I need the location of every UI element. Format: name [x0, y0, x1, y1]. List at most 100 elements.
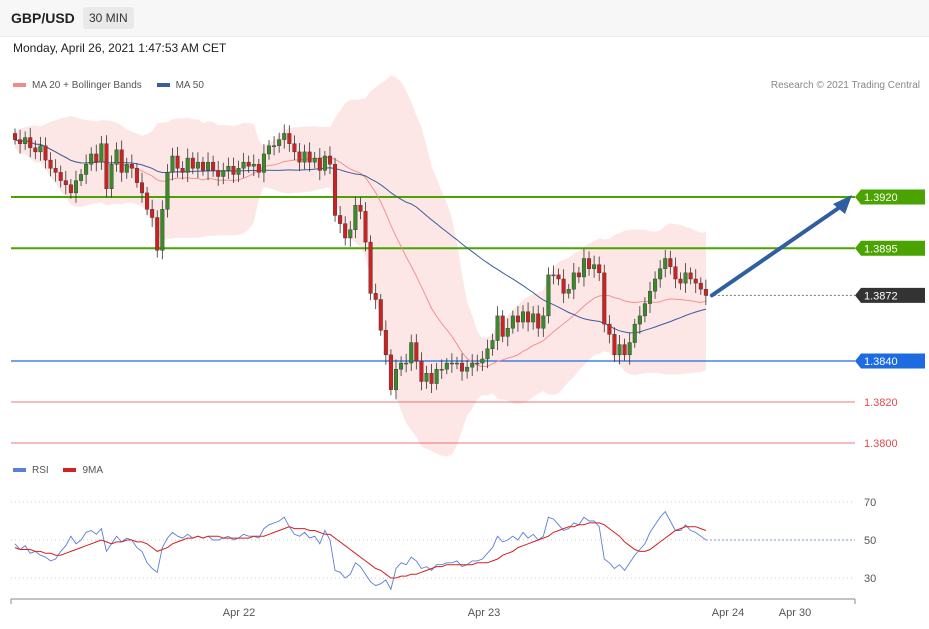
candle-body — [124, 163, 129, 173]
candle-body — [63, 180, 68, 185]
candle-body — [277, 139, 282, 146]
time-axis: Apr 22 Apr 23 Apr 24 Apr 30 — [10, 598, 856, 619]
candle-body — [292, 143, 297, 153]
candle-body — [541, 315, 546, 329]
legend-item-rsi: RSI — [13, 465, 49, 476]
candle-body — [592, 264, 597, 269]
candle-body — [185, 157, 190, 173]
candle-body — [658, 268, 663, 280]
candle-body — [18, 139, 23, 144]
candle-body — [48, 159, 53, 169]
candle-body — [231, 166, 236, 175]
candle-body — [211, 161, 216, 171]
candle-body — [668, 258, 673, 267]
candle-body — [68, 184, 73, 194]
rsi-swatch — [13, 468, 26, 473]
candle-body — [343, 223, 348, 239]
rsi-level-label-50: 50 — [864, 535, 876, 547]
level-tag-1.3895 — [855, 240, 925, 256]
research-credit: Research © 2021 Trading Central — [770, 80, 920, 91]
candle-body — [312, 157, 317, 163]
candle-body — [434, 369, 439, 384]
candle-body — [79, 174, 84, 181]
candle-body — [526, 311, 531, 323]
level-label-1.3872: 1.3872 — [864, 290, 898, 302]
candle-body — [206, 161, 211, 171]
candle-body — [58, 172, 63, 181]
candle-body — [12, 133, 17, 140]
candle-body — [261, 153, 266, 173]
level-labels: 1.3920 1.3895 1.3872 1.3840 1.3820 1.3800 — [855, 189, 925, 450]
candle-body — [449, 362, 454, 365]
rsi-ma-swatch — [63, 468, 77, 473]
projection — [709, 195, 852, 298]
candle-body — [175, 155, 180, 169]
candle-body — [322, 155, 327, 171]
candle-body — [180, 168, 185, 173]
candle-body — [678, 278, 683, 284]
candle-body — [139, 182, 144, 194]
candle-body — [536, 313, 541, 329]
candle-body — [302, 151, 307, 163]
candle-body — [460, 362, 465, 372]
candle-body — [602, 272, 607, 325]
candle-body — [465, 366, 470, 372]
candle-body — [480, 358, 485, 364]
level-label-1.3800: 1.3800 — [864, 438, 898, 450]
ma20-swatch — [13, 83, 26, 88]
candle-body — [129, 163, 134, 169]
candle-body — [363, 211, 368, 243]
candle-body — [119, 149, 124, 173]
candle-body — [703, 289, 708, 296]
candle-body — [241, 161, 246, 169]
rsi-ma-line — [14, 522, 707, 579]
candle-body — [99, 143, 104, 163]
chart-datetime: Monday, April 26, 2021 1:47:53 AM CET — [13, 41, 227, 55]
candle-body — [89, 153, 94, 165]
candle-body — [556, 274, 561, 280]
candle-body — [688, 272, 693, 280]
legend-label-ma50: MA 50 — [175, 80, 204, 91]
candle-body — [373, 293, 378, 300]
candle-body — [388, 354, 393, 390]
candle-body — [109, 163, 114, 189]
candle-body — [404, 362, 409, 365]
candle-body — [399, 362, 404, 370]
symbol-title: GBP/USD — [11, 10, 75, 26]
projection-arrow-shaft — [709, 203, 845, 298]
candle-body — [104, 143, 109, 189]
candle-body — [170, 155, 175, 173]
candle-body — [490, 340, 495, 349]
candle-body — [378, 299, 383, 331]
candle-body — [267, 145, 272, 155]
candle-body — [368, 241, 373, 294]
legend-item-ma20: MA 20 + Bollinger Bands — [13, 80, 142, 91]
candle-body — [429, 373, 434, 384]
level-label-1.3820: 1.3820 — [864, 397, 898, 409]
legend-item-ma50: MA 50 — [156, 80, 204, 91]
candle-body — [43, 145, 48, 161]
candle-body — [500, 315, 505, 337]
time-tick-label: Apr 30 — [779, 607, 811, 619]
level-tag-1.3840 — [855, 353, 925, 369]
candle-body — [470, 362, 475, 368]
candle-body — [195, 161, 200, 169]
level-label-1.3895: 1.3895 — [864, 243, 898, 255]
candle-body — [38, 145, 43, 153]
candle-body — [566, 289, 571, 294]
candle-body — [353, 204, 358, 230]
candle-body — [444, 362, 449, 370]
candle-body — [485, 348, 490, 360]
candle-body — [424, 373, 429, 382]
candle-body — [510, 315, 515, 329]
candle-body — [546, 274, 551, 317]
candle-body — [642, 303, 647, 317]
candle-body — [475, 362, 480, 365]
candle-body — [327, 155, 332, 165]
candle-body — [338, 215, 343, 224]
candle-body — [693, 278, 698, 284]
candle-body — [653, 278, 658, 292]
timeframe-selector[interactable]: 30 MIN — [83, 7, 134, 29]
candle-body — [73, 180, 78, 194]
